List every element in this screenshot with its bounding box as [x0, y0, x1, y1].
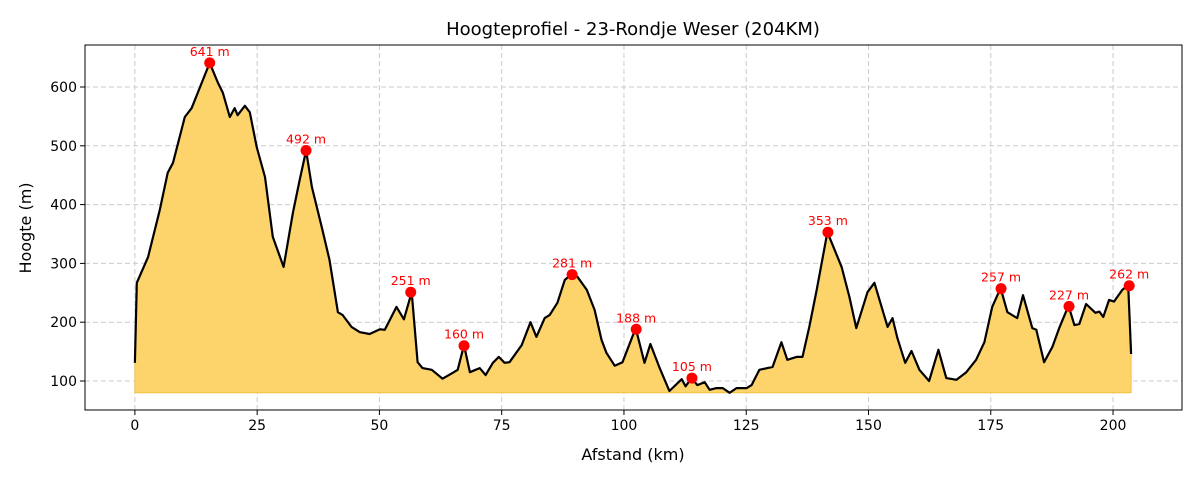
- peak-label: 160 m: [444, 327, 484, 342]
- x-axis-ticks: 0 25 50 75 100 125 150 175 200: [130, 410, 1126, 434]
- y-tick-label: 400: [50, 198, 77, 214]
- peak-marker: [686, 372, 698, 384]
- peak-label: 281 m: [552, 256, 592, 271]
- x-tick-label: 150: [855, 418, 882, 434]
- peak-marker: [458, 340, 470, 352]
- peak-label: 188 m: [616, 310, 656, 325]
- x-tick-label: 75: [493, 418, 511, 434]
- peak-marker: [300, 144, 312, 156]
- x-tick-label: 100: [611, 418, 638, 434]
- peak-label: 641 m: [190, 44, 230, 59]
- x-axis-label: Afstand (km): [581, 445, 684, 464]
- y-axis-ticks: 100 200 300 400 500 600: [50, 80, 85, 390]
- y-tick-label: 600: [50, 80, 77, 96]
- x-tick-label: 0: [130, 418, 139, 434]
- peak-marker: [630, 323, 642, 335]
- peak-marker: [995, 283, 1007, 295]
- peak-markers: 641 m 492 m 251 m 160 m 281 m 188 m 105 m 353 m…: [190, 44, 1149, 384]
- peak-marker: [1063, 300, 1075, 312]
- peak-label: 105 m: [672, 359, 712, 374]
- chart-title: Hoogteprofiel - 23-Rondje Weser (204KM): [446, 19, 820, 40]
- peak-label: 262 m: [1109, 267, 1149, 282]
- peak-marker: [204, 57, 216, 69]
- y-tick-label: 200: [50, 315, 77, 331]
- x-tick-label: 125: [733, 418, 760, 434]
- y-tick-label: 100: [50, 374, 77, 390]
- peak-label: 251 m: [391, 273, 431, 288]
- peak-marker: [566, 269, 578, 281]
- y-tick-label: 500: [50, 139, 77, 155]
- y-tick-label: 300: [50, 256, 77, 272]
- peak-label: 492 m: [286, 131, 326, 146]
- elevation-area: [134, 61, 1132, 394]
- x-tick-label: 25: [248, 418, 266, 434]
- y-axis-label: Hoogte (m): [16, 182, 35, 273]
- x-tick-label: 175: [977, 418, 1004, 434]
- x-tick-label: 200: [1100, 418, 1127, 434]
- x-tick-label: 50: [371, 418, 389, 434]
- peak-marker: [822, 226, 834, 238]
- peak-label: 353 m: [808, 213, 848, 228]
- peak-label: 227 m: [1049, 287, 1089, 302]
- peak-marker: [1123, 280, 1135, 292]
- plot-frame: [84, 44, 1183, 411]
- peak-label: 257 m: [981, 270, 1021, 285]
- peak-marker: [405, 286, 417, 298]
